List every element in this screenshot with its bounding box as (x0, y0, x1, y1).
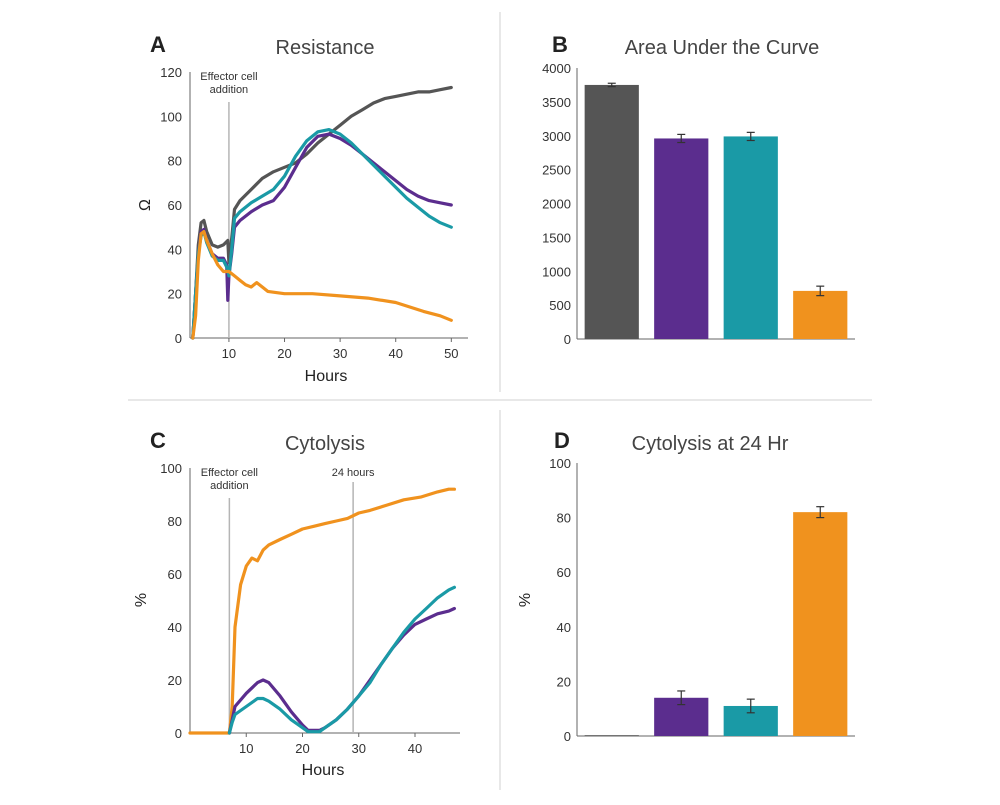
panel-c-xtick-label: 40 (408, 741, 422, 756)
panel-c-xlabel: Hours (302, 762, 345, 779)
panel-c-xtick-label: 30 (352, 741, 366, 756)
panel-letter-c: C (150, 428, 166, 453)
panel-a-series (191, 85, 453, 340)
panel-d-ytick-label: 0 (564, 729, 571, 744)
panel-a-xtick-label: 30 (333, 346, 347, 361)
panel-c-ytick-label: 40 (168, 620, 182, 635)
panel-c-axes: 0 20 40 60 80 100 10 20 30 40 (160, 461, 460, 756)
panel-b-ytick-label: 3000 (542, 129, 571, 144)
panel-c-annotation-label: Effector cell (201, 467, 258, 479)
panel-b-ytick-label: 3500 (542, 95, 571, 110)
panel-a-ytick-label: 120 (160, 65, 182, 80)
panel-b-bar-4 (793, 290, 848, 339)
panel-a-annotation-label: addition (210, 84, 249, 96)
panel-c-series-teal (227, 585, 456, 735)
panel-c-xtick-label: 10 (239, 741, 253, 756)
panel-d-ytick-label: 40 (557, 620, 571, 635)
panel-b-ytick-label: 0 (564, 332, 571, 347)
panel-d-ytick-label: 80 (557, 511, 571, 526)
panel-a-ytick-label: 100 (160, 109, 182, 124)
panel-a-xtick-label: 20 (277, 346, 291, 361)
panel-b-bar-3 (723, 136, 778, 339)
panel-c-annotation-label: 24 hours (332, 467, 375, 479)
panel-d-bars (584, 506, 848, 736)
panel-b-ytick-label: 500 (549, 298, 571, 313)
panel-c-title: Cytolysis (285, 433, 365, 455)
panel-d: D Cytolysis at 24 Hr 0 20 40 60 80 100 % (517, 428, 855, 744)
panel-b-ytick-label: 1000 (542, 264, 571, 279)
panel-a-xlabel: Hours (305, 368, 348, 385)
panel-d-bar-1 (584, 735, 639, 736)
panel-a-axes: 0 20 40 60 80 100 120 10 20 30 40 50 (160, 65, 468, 361)
panel-b-ytick-label: 4000 (542, 61, 571, 76)
panel-b-bar-2 (654, 138, 709, 339)
panel-a-xtick-label: 40 (388, 346, 402, 361)
panel-c-ytick-label: 60 (168, 567, 182, 582)
panel-a-xtick-label: 50 (444, 346, 458, 361)
panel-c-series-orange (188, 487, 456, 735)
panel-d-ytick-label: 100 (549, 456, 571, 471)
panel-a-ylabel: Ω (137, 199, 154, 211)
panel-a-series-orange (191, 230, 453, 340)
panel-letter-d: D (554, 428, 570, 453)
panel-c-xtick-label: 20 (295, 741, 309, 756)
panel-b-bar-1 (584, 84, 639, 339)
panel-a-ytick-label: 80 (168, 154, 182, 169)
panel-b-ytick-label: 1500 (542, 230, 571, 245)
panel-a-series-gray (191, 85, 453, 340)
panel-c-ytick-label: 20 (168, 673, 182, 688)
panel-c-ytick-label: 100 (160, 461, 182, 476)
panel-a-ytick-label: 20 (168, 287, 182, 302)
panel-c-annotation-label: addition (210, 480, 249, 492)
panel-a: A Resistance 0 20 40 60 80 100 120 10 20 30 40 50 E… (137, 32, 468, 385)
panel-a-ytick-label: 40 (168, 242, 182, 257)
panel-c: C Cytolysis 0 20 40 60 80 100 10 20 30 40 Effecto… (133, 428, 460, 779)
panel-b-bars (584, 82, 848, 339)
panel-b-ytick-label: 2500 (542, 163, 571, 178)
panel-a-ytick-label: 60 (168, 198, 182, 213)
panel-d-title: Cytolysis at 24 Hr (632, 433, 789, 455)
panel-a-annotation-label: Effector cell (200, 71, 257, 83)
panel-d-bar-4 (793, 512, 848, 736)
panel-letter-a: A (150, 32, 166, 57)
panel-a-title: Resistance (276, 37, 375, 59)
panel-a-ytick-label: 0 (175, 331, 182, 346)
panel-b: B Area Under the Curve 0 500 1000 1500 2000 2… (542, 32, 855, 347)
panel-c-ytick-label: 80 (168, 514, 182, 529)
panel-c-ytick-label: 0 (175, 726, 182, 741)
panel-d-ylabel: % (517, 593, 534, 607)
panel-b-ytick-label: 2000 (542, 197, 571, 212)
panel-c-series (188, 487, 456, 735)
panel-c-ylabel: % (133, 593, 150, 607)
panel-a-xtick-label: 10 (222, 346, 236, 361)
panel-d-ytick-label: 60 (557, 565, 571, 580)
panel-letter-b: B (552, 32, 568, 57)
panel-b-title: Area Under the Curve (625, 37, 820, 59)
panel-d-ytick-label: 20 (557, 674, 571, 689)
